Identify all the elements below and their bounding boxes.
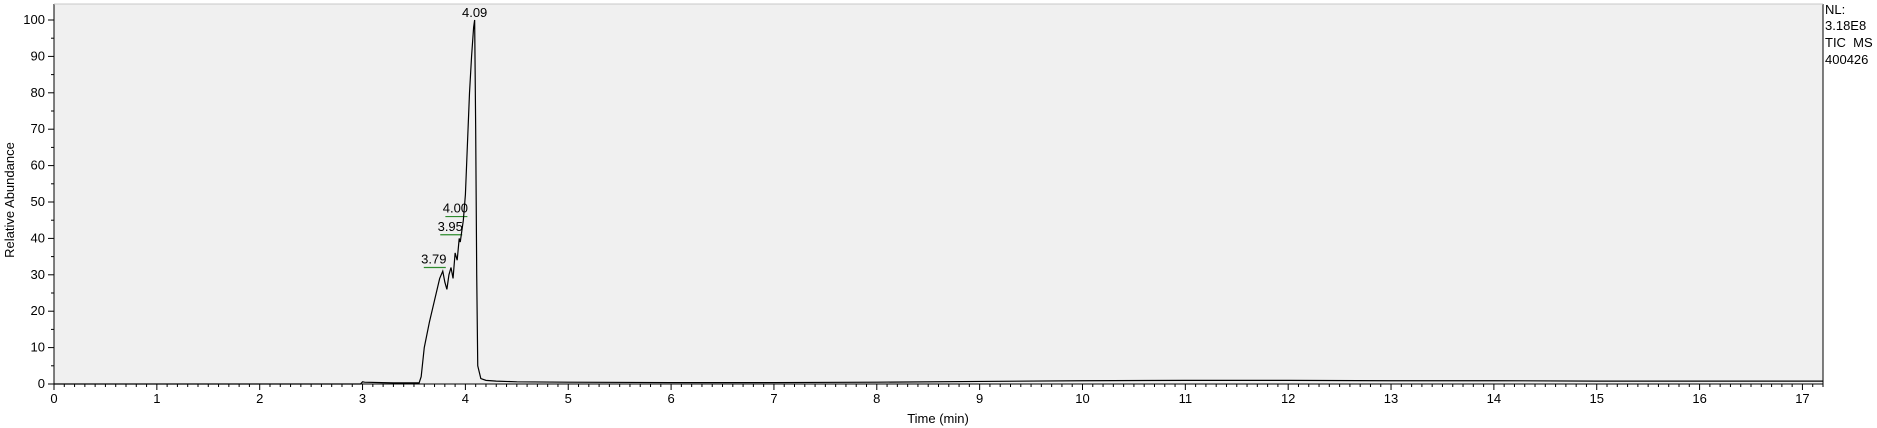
plot-area-background	[54, 4, 1823, 384]
y-tick-label: 30	[31, 267, 45, 282]
peak-label: 3.95	[438, 219, 463, 234]
x-tick-label: 7	[770, 391, 777, 406]
x-tick-label: 14	[1487, 391, 1501, 406]
info-file-id: 400426	[1825, 52, 1868, 67]
x-tick-label: 3	[359, 391, 366, 406]
info-nl-value: 3.18E8	[1825, 18, 1866, 33]
x-tick-label: 6	[667, 391, 674, 406]
series-line	[54, 19, 1823, 385]
x-tick-label: 16	[1692, 391, 1706, 406]
y-tick-label: 10	[31, 340, 45, 355]
x-axis-title: Time (min)	[907, 411, 969, 426]
info-nl-label: NL:	[1825, 2, 1845, 17]
x-tick-label: 12	[1281, 391, 1295, 406]
y-tick-label: 60	[31, 158, 45, 173]
y-tick-label: 40	[31, 230, 45, 245]
peak-labels: 4.09 4.00 3.95 3.79	[421, 5, 487, 267]
x-tick-label: 4	[462, 391, 469, 406]
x-tick-label: 13	[1384, 391, 1398, 406]
x-tick-label: 2	[256, 391, 263, 406]
y-axis-title: Relative Abundance	[2, 142, 17, 258]
y-tick-label: 90	[31, 48, 45, 63]
y-tick-label: 100	[23, 12, 45, 27]
peak-label: 4.09	[462, 5, 487, 20]
x-tick-label: 15	[1589, 391, 1603, 406]
x-tick-label: 0	[50, 391, 57, 406]
info-scan-type: TIC MS	[1825, 35, 1873, 50]
y-axis-ticks: 0 10 20 30 40 50 60 70 80 90 100	[23, 12, 54, 391]
peak-label: 3.79	[421, 252, 446, 267]
y-tick-label: 0	[38, 376, 45, 391]
y-tick-label: 70	[31, 121, 45, 136]
y-tick-label: 50	[31, 194, 45, 209]
x-tick-label: 11	[1179, 391, 1193, 406]
x-axis-ticks: 0 1 2 3 4 5 6 7 8 9 10 11 12 13 14 15 16 17	[50, 384, 1824, 406]
x-tick-label: 10	[1075, 391, 1089, 406]
x-tick-label: 9	[976, 391, 983, 406]
x-tick-label: 17	[1795, 391, 1809, 406]
x-tick-label: 5	[565, 391, 572, 406]
x-tick-label: 1	[153, 391, 160, 406]
peak-label: 4.00	[443, 201, 468, 216]
x-tick-label: 8	[873, 391, 880, 406]
y-tick-label: 80	[31, 85, 45, 100]
y-tick-label: 20	[31, 303, 45, 318]
